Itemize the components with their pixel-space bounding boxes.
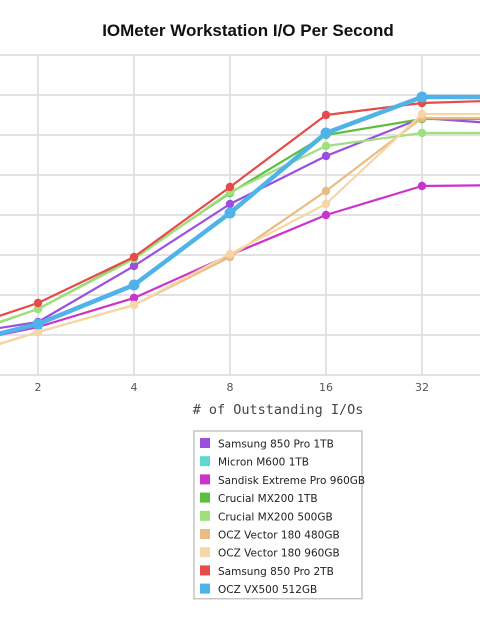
legend-label: Samsung 850 Pro 1TB (218, 439, 334, 451)
data-point (33, 327, 43, 337)
x-axis-ticks: 2 4 8 16 32 (35, 381, 430, 394)
legend-label: Crucial MX200 500GB (218, 511, 333, 523)
data-point (321, 199, 331, 209)
series-line (0, 116, 480, 330)
legend-swatch (200, 565, 210, 576)
series-ocz-vector-180-960gb (0, 109, 480, 345)
data-point (417, 128, 427, 138)
data-point (225, 182, 235, 192)
data-point (129, 252, 139, 262)
legend-swatch (200, 474, 210, 485)
legend-label: Crucial MX200 1TB (218, 493, 318, 505)
x-tick-label: 32 (415, 381, 429, 394)
legend: Samsung 850 Pro 1TB Micron M600 1TB Sandis… (193, 430, 365, 600)
data-point (417, 181, 427, 191)
legend-swatch (200, 438, 210, 448)
data-point (321, 186, 331, 196)
data-point (33, 298, 43, 308)
series-line (0, 112, 480, 345)
data-point (225, 199, 235, 209)
data-point (224, 207, 236, 219)
series-ocz-vector-180-480gb (0, 113, 480, 346)
data-point (416, 91, 428, 103)
data-point (128, 279, 140, 291)
x-tick-label: 2 (35, 381, 42, 394)
legend-box (193, 430, 363, 600)
series-samsung-850-pro-1tb (0, 113, 480, 330)
data-point (321, 141, 331, 151)
legend-swatch (200, 583, 210, 594)
legend-label: OCZ VX500 512GB (218, 584, 317, 596)
data-point (32, 318, 44, 330)
legend-swatch (200, 547, 210, 558)
series-line (0, 116, 480, 346)
data-point (225, 249, 235, 259)
x-tick-label: 16 (319, 381, 333, 394)
series-crucial-mx200-500gb (0, 128, 480, 323)
x-tick-label: 8 (227, 381, 234, 394)
chart-title: IOMeter Workstation I/O Per Second (102, 21, 394, 40)
series-layer (0, 91, 480, 346)
legend-swatch (200, 492, 210, 503)
data-point (129, 300, 139, 310)
legend-swatch (200, 456, 210, 467)
data-point (33, 304, 43, 314)
legend-label: Samsung 850 Pro 2TB (218, 566, 334, 578)
data-point (320, 127, 332, 139)
legend-label: OCZ Vector 180 960GB (218, 548, 340, 560)
legend-swatch (200, 510, 210, 521)
legend-label: OCZ Vector 180 480GB (218, 530, 340, 542)
data-point (321, 151, 331, 161)
legend-swatch (200, 529, 210, 539)
series-ocz-vx500-512gb (0, 91, 480, 336)
legend-label: Micron M600 1TB (218, 457, 309, 469)
data-point (129, 293, 139, 303)
data-point (321, 210, 331, 220)
data-point (129, 261, 139, 271)
data-point (417, 109, 427, 119)
x-axis-label: # of Outstanding I/Os (193, 402, 364, 418)
data-point (321, 110, 331, 120)
x-tick-label: 4 (131, 381, 138, 394)
legend-label: Sandisk Extreme Pro 960GB (218, 475, 365, 487)
